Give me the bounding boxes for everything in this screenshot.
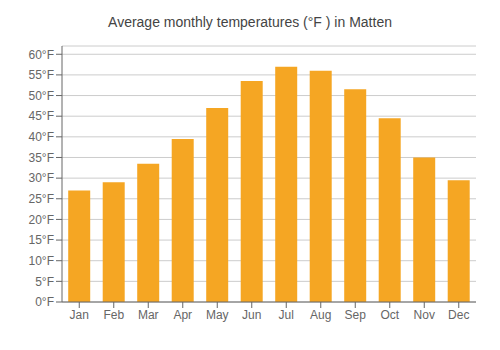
svg-text:30°F: 30°F: [29, 171, 54, 185]
svg-text:Feb: Feb: [103, 308, 124, 322]
svg-text:Nov: Nov: [414, 308, 435, 322]
svg-text:Mar: Mar: [138, 308, 159, 322]
svg-text:60°F: 60°F: [29, 48, 54, 62]
svg-text:0°F: 0°F: [35, 295, 54, 309]
svg-text:Oct: Oct: [380, 308, 399, 322]
svg-text:May: May: [206, 308, 229, 322]
svg-text:20°F: 20°F: [29, 213, 54, 227]
svg-text:Jan: Jan: [70, 308, 89, 322]
svg-text:25°F: 25°F: [29, 192, 54, 206]
svg-text:55°F: 55°F: [29, 68, 54, 82]
svg-text:40°F: 40°F: [29, 130, 54, 144]
svg-text:Jun: Jun: [242, 308, 261, 322]
svg-text:Jul: Jul: [279, 308, 294, 322]
svg-text:50°F: 50°F: [29, 89, 54, 103]
svg-text:Aug: Aug: [310, 308, 331, 322]
svg-text:5°F: 5°F: [35, 275, 54, 289]
svg-text:15°F: 15°F: [29, 233, 54, 247]
svg-text:Apr: Apr: [173, 308, 192, 322]
svg-text:10°F: 10°F: [29, 254, 54, 268]
svg-text:35°F: 35°F: [29, 151, 54, 165]
svg-text:Sep: Sep: [345, 308, 367, 322]
html-text:Average monthly temperatures (: Average monthly temperatures (°F ) in Ma…: [108, 14, 392, 30]
svg-text:45°F: 45°F: [29, 109, 54, 123]
svg-text:Dec: Dec: [448, 308, 469, 322]
